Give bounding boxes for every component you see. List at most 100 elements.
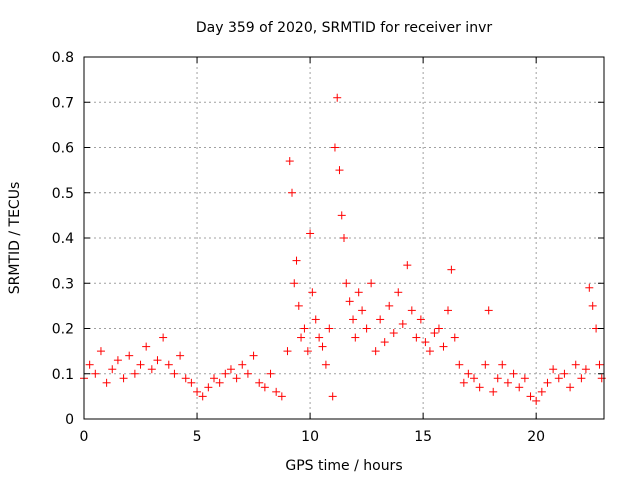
data-point xyxy=(204,383,213,392)
data-point xyxy=(277,392,286,401)
y-tick-label: 0.7 xyxy=(52,95,74,111)
data-point xyxy=(153,356,162,365)
data-points xyxy=(80,93,606,405)
data-point xyxy=(389,329,398,338)
data-point xyxy=(113,356,122,365)
data-point xyxy=(484,306,493,315)
data-point xyxy=(455,360,464,369)
data-point xyxy=(430,329,439,338)
data-point xyxy=(450,333,459,342)
data-point xyxy=(543,378,552,387)
data-point xyxy=(243,369,252,378)
data-point xyxy=(577,374,586,383)
data-point xyxy=(164,360,173,369)
data-point xyxy=(367,279,376,288)
data-point xyxy=(181,374,190,383)
data-point xyxy=(362,324,371,333)
data-point xyxy=(537,387,546,396)
y-tick-label: 0.2 xyxy=(52,322,74,338)
y-axis-ticks: 0 0.1 0.2 0.3 0.4 0.5 0.6 0.7 0.8 xyxy=(52,50,604,428)
data-point xyxy=(588,301,597,310)
data-point xyxy=(330,143,339,152)
data-point xyxy=(526,392,535,401)
data-point xyxy=(425,347,434,356)
data-point xyxy=(187,378,196,387)
data-point xyxy=(193,387,202,396)
data-point xyxy=(328,392,337,401)
x-tick-label: 15 xyxy=(414,429,432,445)
data-point xyxy=(335,166,344,175)
data-point xyxy=(159,333,168,342)
x-tick-label: 5 xyxy=(193,429,202,445)
y-tick-label: 0.6 xyxy=(52,141,74,157)
data-point xyxy=(407,306,416,315)
data-point xyxy=(489,387,498,396)
data-point xyxy=(560,369,569,378)
data-point xyxy=(470,374,478,383)
data-point xyxy=(354,288,363,297)
x-axis-label: GPS time / hours xyxy=(285,458,402,474)
data-point xyxy=(91,369,100,378)
data-point xyxy=(380,338,389,347)
data-point xyxy=(300,324,309,333)
x-tick-label: 0 xyxy=(80,429,89,445)
data-point xyxy=(294,301,303,310)
data-point xyxy=(549,365,558,374)
data-point xyxy=(308,288,317,297)
data-point xyxy=(371,347,380,356)
data-point xyxy=(85,360,94,369)
data-point xyxy=(515,383,524,392)
data-point xyxy=(520,374,529,383)
data-point xyxy=(475,383,484,392)
data-point xyxy=(306,229,315,238)
data-point xyxy=(493,374,502,383)
y-tick-label: 0.1 xyxy=(52,367,74,383)
y-axis-label: SRMTID / TECUs xyxy=(7,182,23,295)
data-point xyxy=(215,378,224,387)
y-tick-label: 0.8 xyxy=(52,50,74,66)
x-axis-ticks: 0 5 10 15 20 xyxy=(80,57,545,445)
data-point xyxy=(481,360,490,369)
y-tick-label: 0 xyxy=(65,412,74,428)
data-point xyxy=(376,315,385,324)
data-point xyxy=(170,369,179,378)
data-point xyxy=(318,342,327,351)
data-point xyxy=(285,157,294,166)
data-point xyxy=(434,324,443,333)
data-point xyxy=(303,347,312,356)
y-tick-label: 0.4 xyxy=(52,231,74,247)
data-point xyxy=(249,351,258,360)
data-point xyxy=(509,369,518,378)
data-point xyxy=(340,234,348,242)
data-point xyxy=(571,360,580,369)
x-tick-label: 20 xyxy=(527,429,545,445)
data-point xyxy=(311,315,320,324)
data-point xyxy=(198,392,207,401)
data-point xyxy=(585,283,594,292)
data-point xyxy=(255,378,264,387)
data-point xyxy=(147,365,156,374)
data-point xyxy=(398,319,407,328)
data-point xyxy=(421,338,430,347)
data-point xyxy=(337,211,346,220)
data-point xyxy=(342,279,351,288)
data-point xyxy=(272,387,281,396)
data-point xyxy=(358,306,367,315)
data-point xyxy=(210,374,218,383)
data-point xyxy=(130,369,139,378)
data-point xyxy=(266,369,275,378)
data-point xyxy=(290,279,299,288)
data-point xyxy=(416,315,425,324)
data-point xyxy=(447,265,456,274)
data-point xyxy=(315,333,324,342)
data-point xyxy=(349,315,358,324)
data-point xyxy=(136,360,145,369)
data-point xyxy=(232,374,241,383)
data-point xyxy=(226,365,235,374)
data-point xyxy=(503,378,512,387)
data-point xyxy=(464,369,473,378)
data-point xyxy=(238,360,247,369)
data-point xyxy=(108,365,117,374)
data-point xyxy=(292,256,301,265)
